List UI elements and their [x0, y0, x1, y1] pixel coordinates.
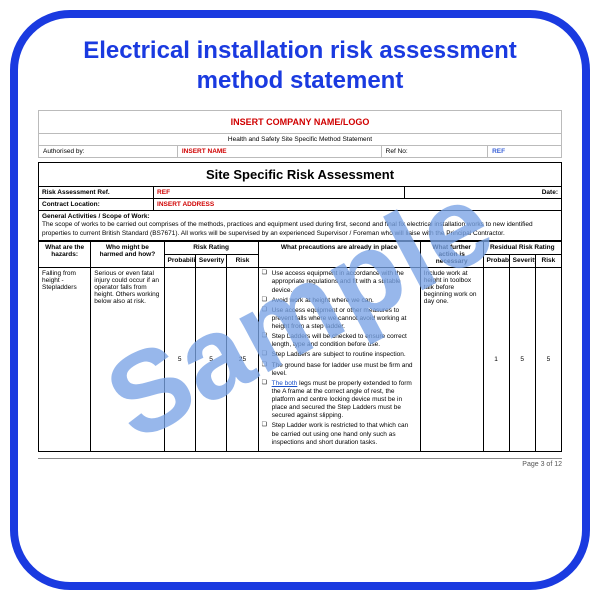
cell-sev: 5: [195, 268, 226, 452]
col-hazards: What are the hazards:: [39, 242, 91, 268]
page-footer: Page 3 of 12: [38, 458, 562, 468]
col-res-prob: Probability: [483, 255, 509, 268]
cell-risk: 25: [227, 268, 258, 452]
col-prob: Probability: [164, 255, 195, 268]
contract-value: INSERT ADDRESS: [154, 199, 562, 211]
refno-label: Ref No:: [382, 146, 488, 157]
company-placeholder: INSERT COMPANY NAME/LOGO: [39, 111, 561, 134]
authorised-label: Authorised by:: [39, 146, 178, 157]
col-res-risk: Risk: [535, 255, 561, 268]
cell-further: Include work at height in toolbox talk b…: [420, 268, 483, 452]
precaution-item: Avoid work at height where we can.: [262, 297, 417, 305]
date-label: Date:: [405, 187, 562, 199]
document-preview: INSERT COMPANY NAME/LOGO Health and Safe…: [38, 110, 562, 468]
precaution-item: Step Ladder work is restricted to that w…: [262, 422, 417, 446]
risk-ref-value: REF: [154, 187, 405, 199]
precaution-item: The both legs must be properly extended …: [262, 380, 417, 421]
authorised-value: INSERT NAME: [178, 146, 382, 157]
scope-text: The scope of works to be carried out com…: [42, 221, 533, 236]
section-title: Site Specific Risk Assessment: [38, 162, 562, 186]
precaution-item: Use access equipment in accordance with …: [262, 270, 417, 294]
document-frame: Electrical installation risk assessment …: [10, 10, 590, 590]
col-who: Who might be harmed and how?: [91, 242, 164, 268]
scope-label: General Activities / Scope of Work:: [42, 213, 150, 220]
precaution-item: The ground base for ladder use must be f…: [262, 362, 417, 378]
cell-who: Serious or even fatal injury could occur…: [91, 268, 164, 452]
cell-res-prob: 1: [483, 268, 509, 452]
cell-res-risk: 5: [535, 268, 561, 452]
col-risk: Risk: [227, 255, 258, 268]
cell-prob: 5: [164, 268, 195, 452]
col-residual: Residual Risk Rating: [483, 242, 561, 255]
precaution-item: Use access equipment or other measures t…: [262, 307, 417, 331]
contract-label: Contract Location:: [39, 199, 154, 211]
refno-value: REF: [488, 146, 561, 157]
info-table: Risk Assessment Ref. REF Date: Contract …: [38, 186, 562, 241]
col-res-sev: Severity: [509, 255, 535, 268]
col-risk-rating: Risk Rating: [164, 242, 258, 255]
table-row: Falling from height - Stepladders Seriou…: [39, 268, 562, 452]
method-statement-label: Health and Safety Site Specific Method S…: [39, 134, 561, 145]
scope-cell: General Activities / Scope of Work: The …: [39, 211, 562, 241]
risk-table: What are the hazards: Who might be harme…: [38, 241, 562, 452]
precaution-item: Step Ladders are subject to routine insp…: [262, 351, 417, 359]
col-further: What further action is necessary: [420, 242, 483, 268]
page-title: Electrical installation risk assessment …: [38, 36, 562, 96]
col-sev: Severity: [195, 255, 226, 268]
document-header: INSERT COMPANY NAME/LOGO Health and Safe…: [38, 110, 562, 158]
cell-res-sev: 5: [509, 268, 535, 452]
precaution-link[interactable]: The both: [272, 380, 298, 387]
cell-precautions: Use access equipment in accordance with …: [258, 268, 420, 452]
col-precautions: What precautions are already in place: [258, 242, 420, 268]
cell-hazard: Falling from height - Stepladders: [39, 268, 91, 452]
risk-ref-label: Risk Assessment Ref.: [39, 187, 154, 199]
precaution-item: Step Ladders will be checked to ensure c…: [262, 333, 417, 349]
